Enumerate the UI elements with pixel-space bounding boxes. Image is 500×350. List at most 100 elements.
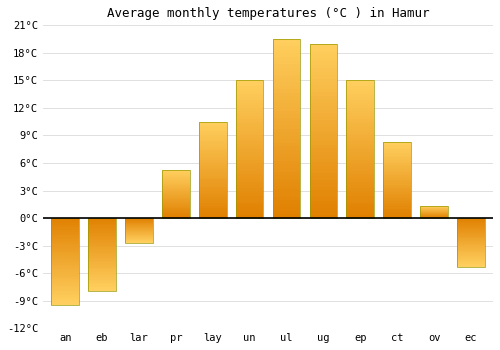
Bar <box>384 151 411 153</box>
Bar <box>346 204 374 207</box>
Bar <box>310 166 337 169</box>
Bar <box>199 154 226 156</box>
Bar <box>272 182 300 186</box>
Bar <box>52 257 79 258</box>
Bar <box>457 239 485 240</box>
Bar <box>384 189 411 191</box>
Bar <box>310 71 337 75</box>
Bar <box>162 175 190 176</box>
Bar <box>88 281 116 283</box>
Bar <box>272 204 300 207</box>
Bar <box>457 229 485 230</box>
Bar <box>272 53 300 57</box>
Bar <box>236 89 264 91</box>
Bar <box>310 96 337 99</box>
Bar <box>346 182 374 185</box>
Bar <box>162 194 190 195</box>
Bar <box>199 160 226 162</box>
Bar <box>88 252 116 253</box>
Bar <box>88 241 116 243</box>
Bar <box>346 80 374 83</box>
Bar <box>88 290 116 292</box>
Bar <box>310 110 337 113</box>
Bar <box>457 247 485 248</box>
Bar <box>346 177 374 180</box>
Bar <box>88 288 116 290</box>
Bar <box>236 207 264 210</box>
Bar <box>199 176 226 177</box>
Bar <box>346 113 374 116</box>
Bar <box>199 149 226 150</box>
Bar <box>346 127 374 130</box>
Bar <box>236 80 264 83</box>
Bar <box>236 130 264 133</box>
Bar <box>199 158 226 160</box>
Bar <box>52 303 79 305</box>
Bar <box>162 185 190 186</box>
Bar <box>457 264 485 265</box>
Bar <box>310 183 337 187</box>
Bar <box>236 124 264 127</box>
Bar <box>346 144 374 146</box>
Bar <box>384 195 411 197</box>
Bar <box>125 242 153 243</box>
Bar <box>199 122 226 124</box>
Bar <box>125 219 153 220</box>
Bar <box>199 137 226 139</box>
Bar <box>310 64 337 68</box>
Bar <box>457 234 485 236</box>
Bar <box>457 240 485 241</box>
Bar <box>125 218 153 243</box>
Bar <box>162 186 190 187</box>
Bar <box>199 139 226 141</box>
Bar <box>199 145 226 147</box>
Bar <box>88 270 116 271</box>
Bar <box>199 214 226 216</box>
Bar <box>162 208 190 209</box>
Bar <box>236 158 264 160</box>
Bar <box>125 240 153 241</box>
Bar <box>272 78 300 82</box>
Bar <box>162 178 190 179</box>
Bar <box>457 252 485 253</box>
Bar <box>457 259 485 260</box>
Bar <box>236 105 264 108</box>
Bar <box>88 234 116 236</box>
Bar <box>272 168 300 172</box>
Bar <box>199 168 226 170</box>
Bar <box>199 216 226 218</box>
Bar <box>88 218 116 292</box>
Bar <box>272 175 300 178</box>
Bar <box>88 249 116 250</box>
Bar <box>384 206 411 208</box>
Bar <box>457 232 485 233</box>
Bar <box>52 284 79 286</box>
Bar <box>346 141 374 144</box>
Bar <box>88 245 116 246</box>
Bar <box>457 218 485 267</box>
Bar <box>457 226 485 227</box>
Bar <box>272 64 300 68</box>
Bar <box>310 44 337 47</box>
Bar <box>88 275 116 277</box>
Bar <box>384 192 411 194</box>
Bar <box>384 159 411 160</box>
Bar <box>384 162 411 163</box>
Bar <box>88 236 116 237</box>
Bar <box>162 192 190 193</box>
Bar <box>236 113 264 116</box>
Bar <box>310 208 337 211</box>
Bar <box>236 210 264 212</box>
Bar <box>236 196 264 199</box>
Bar <box>272 128 300 132</box>
Bar <box>346 188 374 190</box>
Bar <box>310 162 337 166</box>
Bar <box>88 247 116 249</box>
Bar <box>236 80 264 218</box>
Bar <box>384 184 411 186</box>
Bar <box>310 58 337 61</box>
Bar <box>346 160 374 163</box>
Bar <box>88 233 116 234</box>
Bar <box>457 266 485 267</box>
Bar <box>236 138 264 141</box>
